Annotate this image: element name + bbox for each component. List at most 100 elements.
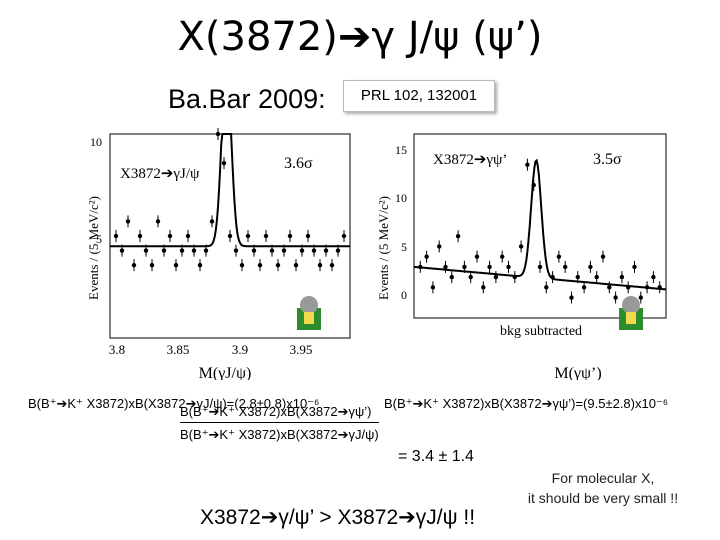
data-point-right <box>563 264 568 270</box>
xtick-left-3: 3.95 <box>290 342 313 357</box>
ratio-result: = 3.4 ± 1.4 <box>398 448 474 465</box>
data-point-left <box>281 248 287 253</box>
data-point-right <box>449 274 454 280</box>
data-point-left <box>143 248 149 253</box>
significance-right: 3.5σ <box>593 151 622 168</box>
note-line-1: For molecular X, <box>551 470 655 486</box>
data-point-left <box>185 233 191 239</box>
ylabel-right: Events / (5 MeV/c²) <box>378 196 391 300</box>
data-point-right <box>651 274 656 280</box>
data-point-right <box>632 264 637 270</box>
data-point-left <box>257 262 263 268</box>
data-point-left <box>275 262 281 268</box>
data-point-left <box>269 248 275 253</box>
molecular-note: For molecular X, it should be very small… <box>498 468 708 508</box>
data-point-right <box>481 285 486 290</box>
xtick-left-2: 3.9 <box>232 342 248 357</box>
data-point-right <box>575 274 580 280</box>
data-point-left <box>119 248 125 253</box>
data-point-left <box>155 219 161 224</box>
data-point-left <box>191 248 197 253</box>
experiment-label: Ba.Bar 2009: <box>168 84 326 114</box>
branching-formula-left: B(B⁺➔K⁺ X3872)xB(X3872➔γJ/ψ)=(2.8±0.8)x1… <box>28 396 320 411</box>
page-title: X(3872)➔γ J/ψ (ψ’) <box>177 14 543 60</box>
ytick-right-1: 10 <box>395 191 407 205</box>
data-point-left <box>227 233 233 239</box>
data-point-right <box>619 274 625 280</box>
data-point-right <box>594 274 599 280</box>
data-point-left <box>137 233 143 239</box>
reference-box: PRL 102, 132001 <box>343 80 495 112</box>
data-point-left <box>245 233 251 239</box>
data-point-right <box>581 285 587 290</box>
data-point-right <box>537 264 543 270</box>
data-point-left <box>167 233 173 239</box>
fit-curve-right <box>413 158 667 291</box>
data-point-right <box>544 285 549 290</box>
data-point-right <box>556 254 562 259</box>
branching-formula-right: B(B⁺➔K⁺ X3872)xB(X3872➔γψ’)=(9.5±2.8)x10… <box>384 396 669 411</box>
ytick-right-0: 15 <box>395 143 407 157</box>
panel-label-left: X3872➔γJ/ψ <box>120 166 200 182</box>
ytick-left-1: 5 <box>96 232 102 246</box>
note-line-2: it should be very small !! <box>527 490 679 506</box>
data-point-left <box>323 248 329 253</box>
data-point-right <box>437 244 442 249</box>
data-point-left <box>251 248 257 253</box>
data-point-left <box>215 131 221 137</box>
mascot-logo-left <box>297 296 321 330</box>
data-point-left <box>173 262 179 268</box>
data-point-right <box>443 264 448 270</box>
xlabel-right: M(γψ’) <box>554 365 601 380</box>
xtick-left-1: 3.85 <box>167 342 190 357</box>
data-point-right <box>462 264 467 270</box>
data-point-left <box>341 233 347 239</box>
data-point-left <box>311 248 317 253</box>
data-point-right <box>500 254 505 259</box>
data-point-left <box>263 233 269 239</box>
data-point-left <box>197 262 203 268</box>
data-point-right <box>468 274 473 280</box>
significance-left: 3.6σ <box>284 155 313 172</box>
data-point-left <box>209 219 215 224</box>
plot-area-right <box>413 133 667 319</box>
ytick-right-2: 5 <box>401 240 407 254</box>
data-point-left <box>299 248 305 253</box>
mascot-logo-right <box>619 296 643 330</box>
ratio-numerator: B(B⁺➔K⁺ X3872)xB(X3872➔γψ’) <box>180 404 379 423</box>
data-point-right <box>588 264 593 270</box>
data-point-right <box>613 295 618 300</box>
xlabel-left: M(γJ/ψ) <box>199 365 252 380</box>
xtick-left-0: 3.8 <box>109 342 125 357</box>
data-point-right <box>607 285 612 290</box>
data-point-right <box>424 254 429 259</box>
data-point-right <box>600 254 606 259</box>
data-point-left <box>161 248 167 253</box>
ytick-right-3: 0 <box>401 288 407 302</box>
data-point-right <box>493 274 499 280</box>
data-point-left <box>317 262 323 268</box>
ratio-denominator: B(B⁺➔K⁺ X3872)xB(X3872➔γJ/ψ) <box>180 427 379 442</box>
data-point-left <box>233 248 239 253</box>
data-point-left <box>287 233 293 239</box>
plot-gamma-jpsi: X3872➔γJ/ψ 3.6σ Events / (5 MeV/c²) 3.8 … <box>88 128 351 380</box>
data-point-left <box>293 262 299 268</box>
data-point-right <box>474 254 480 259</box>
data-point-right <box>455 234 461 239</box>
data-point-left <box>125 219 131 224</box>
ratio-fraction: B(B⁺➔K⁺ X3872)xB(X3872➔γψ’) B(B⁺➔K⁺ X387… <box>180 404 379 443</box>
data-point-left <box>335 248 341 253</box>
data-point-right <box>525 162 530 167</box>
data-point-left <box>149 262 155 268</box>
data-point-right <box>638 295 643 300</box>
data-point-right <box>430 285 436 290</box>
comparison-statement: X3872➔γ/ψ’ > X3872➔γJ/ψ !! <box>200 506 476 529</box>
data-point-left <box>179 248 185 253</box>
fit-curve-left <box>110 133 350 248</box>
data-point-left <box>113 233 119 239</box>
plot-area-left <box>109 128 351 339</box>
data-point-left <box>203 248 209 253</box>
data-point-right <box>518 244 524 249</box>
data-point-right <box>569 295 574 300</box>
data-point-left <box>221 160 227 166</box>
